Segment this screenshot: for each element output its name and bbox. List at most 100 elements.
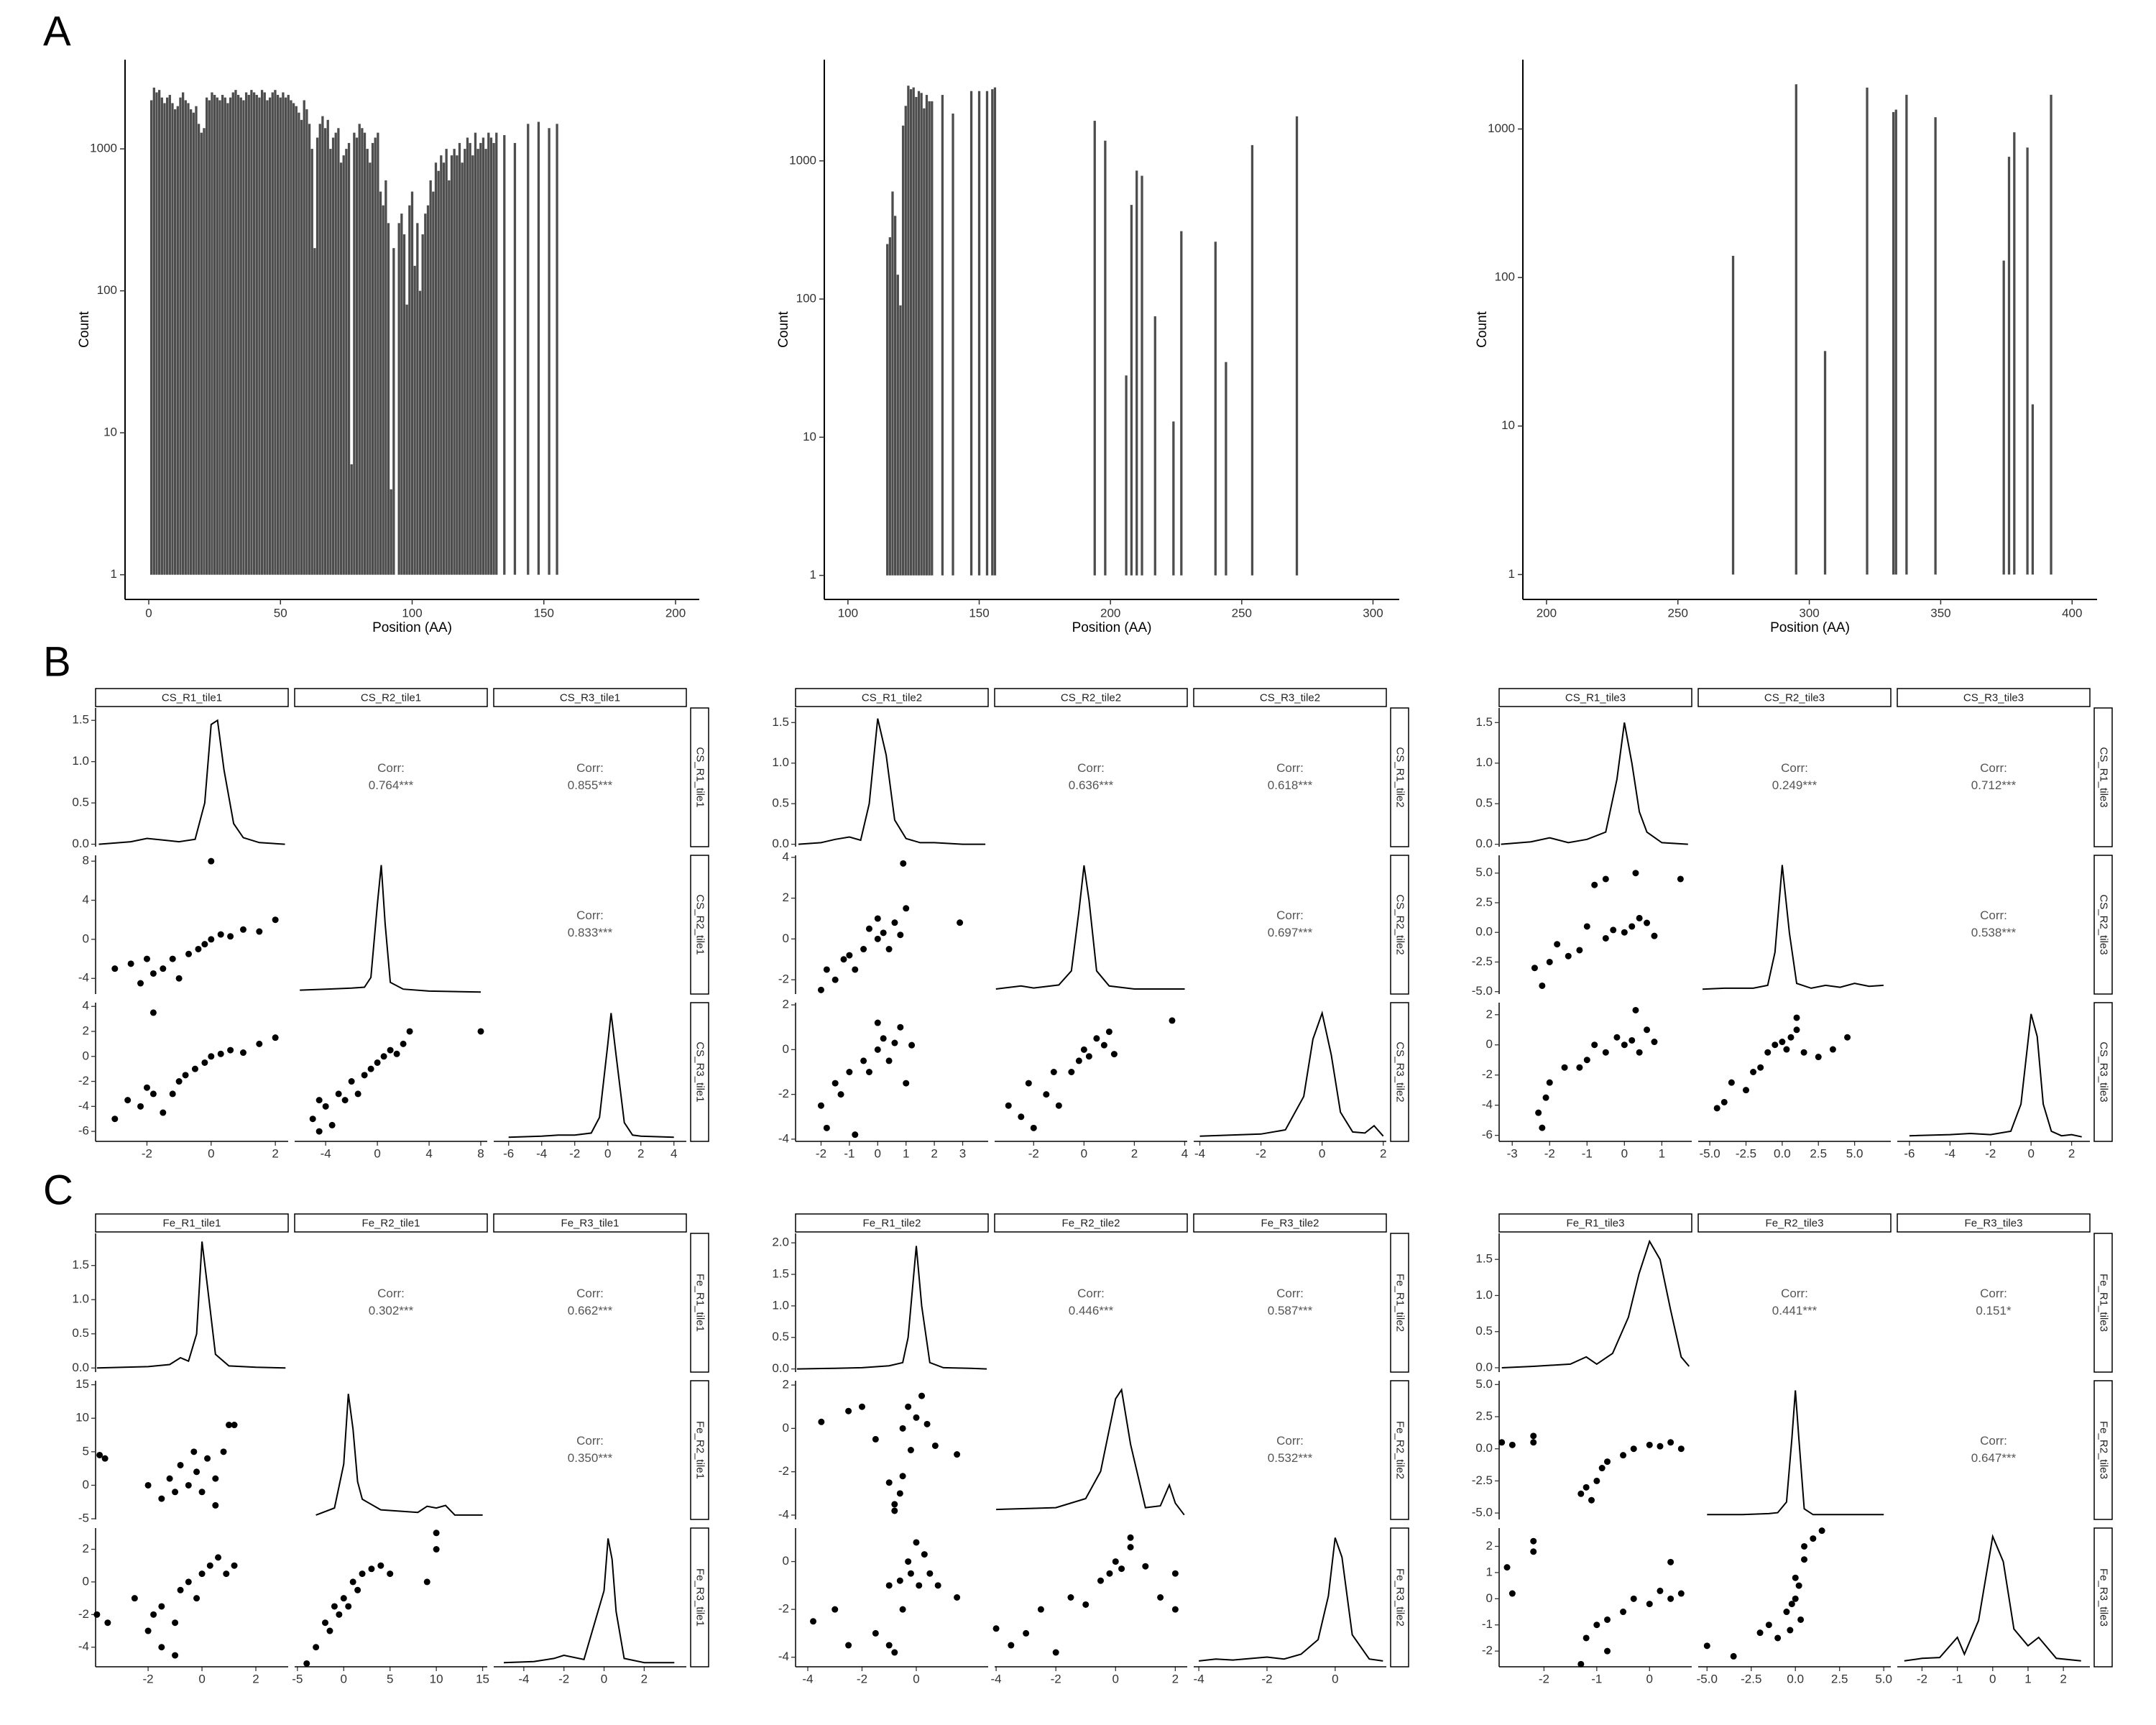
scatter-point [158, 1495, 165, 1502]
y-tick-label: 8 [83, 854, 89, 868]
x-tick-label: -6 [503, 1146, 514, 1160]
scatter-point [880, 929, 887, 937]
strip-label: CS_R3_tile1 [560, 691, 620, 704]
x-tick-label: 250 [1232, 606, 1252, 620]
strip-box [690, 1002, 709, 1142]
corr-value: 0.249*** [1772, 778, 1818, 792]
bar [1135, 170, 1138, 576]
x-tick-label: -4 [1194, 1146, 1205, 1160]
x-tick-label: 1 [1659, 1146, 1665, 1160]
scatter-point [1593, 1477, 1600, 1484]
scatter-point [831, 976, 839, 983]
scatter-point [212, 1475, 219, 1482]
y-tick-label: 4 [83, 893, 89, 906]
scatter-point [1829, 1046, 1836, 1053]
y-tick-label: 2.0 [772, 1236, 789, 1249]
scatter-point [1793, 1026, 1800, 1034]
bar [985, 91, 989, 576]
scatter-point [150, 1611, 157, 1618]
scatter-point [144, 1627, 152, 1634]
density-line [1904, 1534, 2081, 1662]
y-tick-label: 0.0 [72, 837, 89, 850]
y-tick-label: 0.5 [772, 796, 789, 810]
bar [931, 101, 934, 576]
strip-box [690, 855, 709, 995]
x-tick-label: 0 [913, 1672, 919, 1685]
scatter-point [1756, 1629, 1764, 1637]
scatter-point [131, 1595, 138, 1602]
y-tick-label: 0.0 [72, 1361, 89, 1374]
scatter-point [891, 1649, 898, 1656]
x-tick-label: 0 [1112, 1672, 1119, 1685]
y-tick-label: 0 [83, 932, 89, 945]
x-tick-label: 0 [1646, 1672, 1653, 1685]
bar [492, 142, 495, 575]
bar [187, 103, 190, 575]
x-tick-label: 100 [838, 606, 858, 620]
y-tick-label: 0.0 [1475, 837, 1493, 850]
y-tick-label: -6 [78, 1124, 89, 1138]
strip-box [2093, 1233, 2113, 1373]
bar [469, 142, 471, 575]
strip-box [294, 1213, 488, 1233]
scatter-point [220, 1448, 227, 1455]
x-tick-label: 300 [1799, 606, 1819, 620]
bar [402, 234, 406, 575]
x-tick-label: -2 [1256, 1146, 1266, 1160]
scatter-point [227, 1046, 234, 1054]
bar [282, 92, 285, 575]
x-tick-label: 0 [1081, 1146, 1087, 1160]
scatter-point [1779, 1039, 1786, 1046]
bar [479, 142, 482, 575]
bar [461, 162, 464, 575]
scatter-point [303, 1660, 310, 1667]
bar [912, 87, 915, 576]
y-tick-label: 2 [783, 891, 789, 904]
strip-label: CS_R1_tile1 [162, 691, 222, 704]
y-tick-label: 1000 [1488, 121, 1515, 135]
bar [271, 92, 274, 575]
bar [893, 216, 897, 576]
bar [1250, 144, 1254, 576]
scatter-point [896, 1490, 903, 1497]
y-tick-label: 2 [783, 1378, 789, 1392]
corr-value: 0.697*** [1268, 926, 1313, 939]
scatter-point [903, 1080, 910, 1087]
scatter-point [172, 1489, 179, 1496]
bar [250, 90, 253, 575]
x-tick-label: -4 [802, 1672, 813, 1685]
strip-box [1498, 1213, 1692, 1233]
scatter-point [127, 960, 134, 967]
strip-label: CS_R3_tile2 [1394, 1041, 1406, 1102]
y-tick-label: 1 [810, 568, 816, 581]
y-tick-label: -4 [78, 971, 89, 985]
scatter-point [96, 1451, 103, 1458]
scatter-point [921, 1551, 928, 1558]
x-tick-label: 4 [425, 1146, 432, 1160]
scatter-point [328, 1121, 336, 1128]
bar [298, 112, 300, 575]
corr-title: Corr: [1276, 908, 1304, 922]
y-tick-label: -4 [78, 1639, 89, 1653]
scatter-point [1788, 1601, 1795, 1608]
x-tick-label: -2 [857, 1672, 867, 1685]
scatter-point [190, 1448, 198, 1455]
scatter-point [918, 1392, 926, 1399]
x-tick-label: 1 [2024, 1672, 2031, 1685]
strip-label: Fe_R3_tile2 [1394, 1568, 1406, 1627]
x-tick-label: 2 [1380, 1146, 1386, 1160]
corr-title: Corr: [1980, 1434, 2007, 1448]
scatter-point [1588, 1496, 1595, 1504]
scatter-point [158, 1603, 165, 1610]
scatter-point [1644, 1026, 1651, 1034]
bar [339, 162, 343, 575]
scatter-point [1068, 1069, 1075, 1075]
bar [292, 103, 295, 575]
y-tick-label: -2.5 [1472, 954, 1493, 968]
scatter-point [831, 1606, 839, 1613]
scatter-point [1023, 1629, 1030, 1637]
y-tick-label: 10 [103, 426, 117, 439]
y-tick-label: 5.0 [1475, 865, 1493, 879]
scatter-point [149, 970, 157, 977]
scatter-point [387, 1570, 394, 1578]
